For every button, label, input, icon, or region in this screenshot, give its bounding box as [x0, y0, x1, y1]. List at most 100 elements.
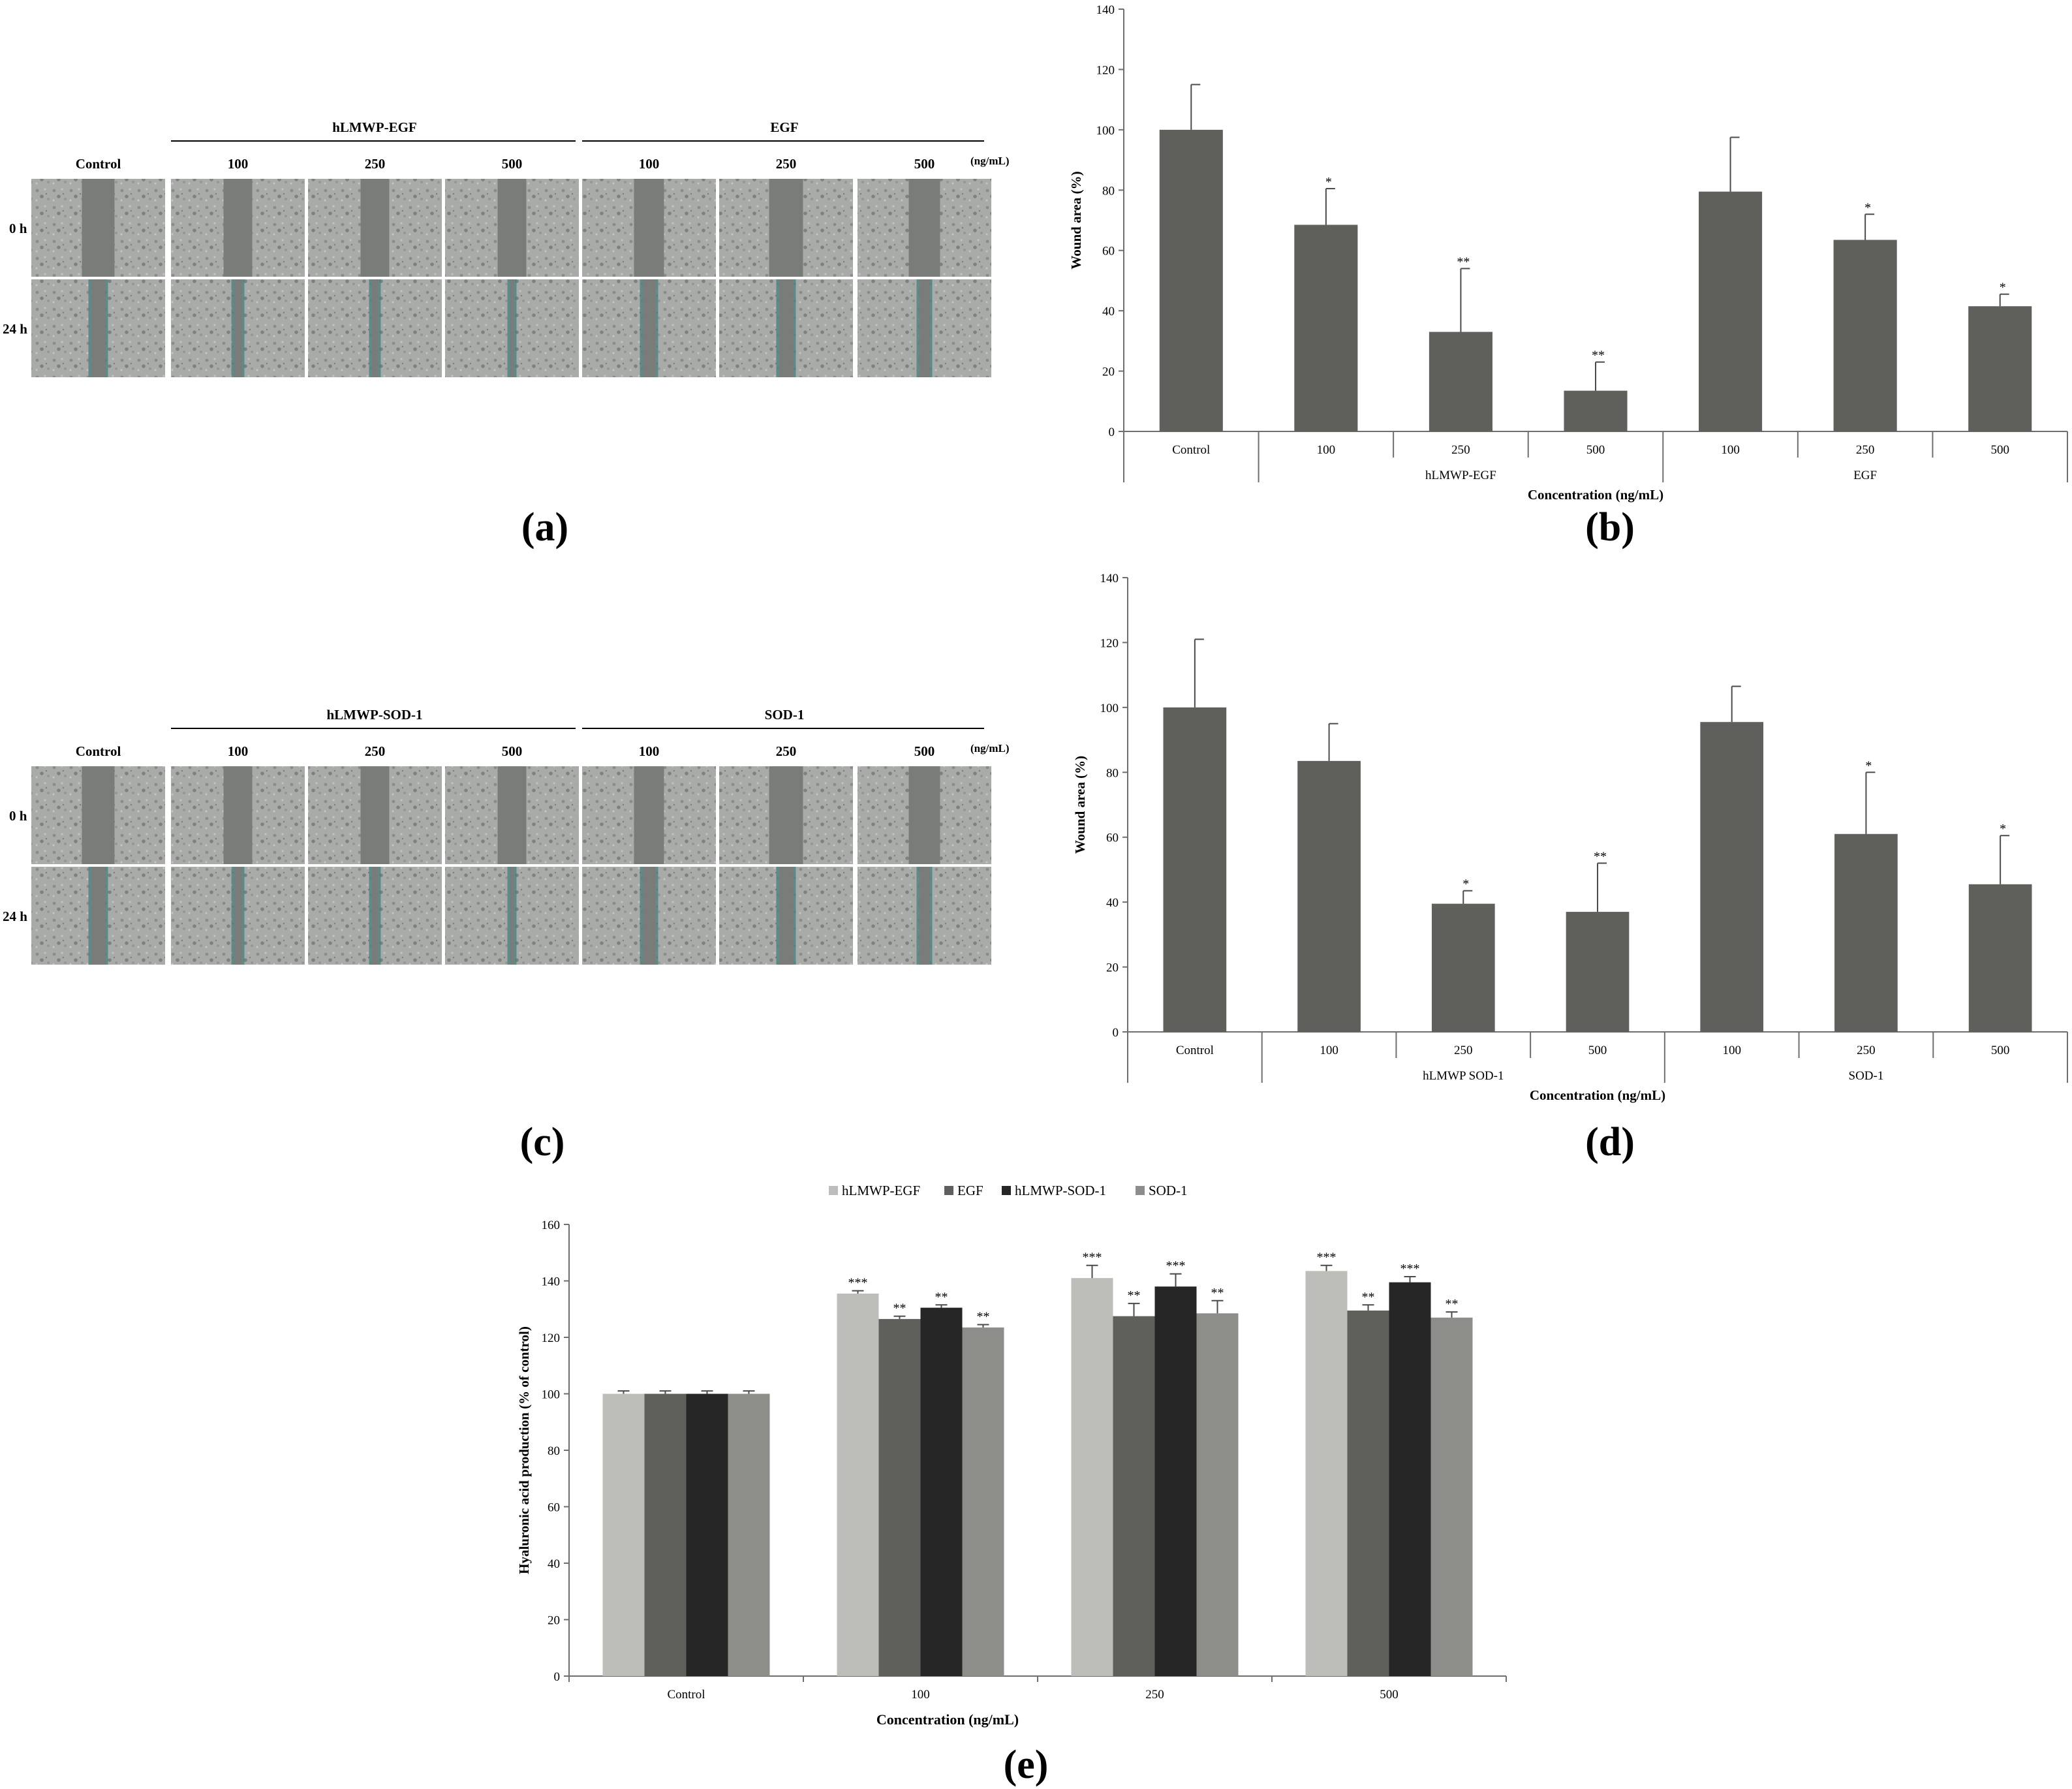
x-tick-label: Control — [1172, 443, 1210, 457]
y-tick-label: 80 — [1102, 184, 1115, 198]
legend-swatch — [944, 1186, 953, 1195]
x-tick-label: 250 — [1856, 443, 1875, 457]
bar-hlmwp-egf — [1071, 1278, 1113, 1676]
row-label-24h: 24 h — [3, 909, 27, 924]
scratch-gap-0h — [769, 179, 803, 277]
y-tick-label: 80 — [1106, 766, 1119, 780]
significance-label: ** — [1446, 1297, 1459, 1311]
scratch-gap-24h — [919, 867, 930, 965]
x-axis-label: Concentration (ng/mL) — [1528, 487, 1663, 503]
row-label-0h: 0 h — [9, 221, 27, 236]
y-tick-label: 40 — [1102, 305, 1115, 319]
column-header: 100 — [639, 743, 660, 759]
stain-edge-right — [793, 279, 796, 377]
bar — [1699, 191, 1763, 431]
legend-label: SOD-1 — [1149, 1183, 1188, 1198]
scratch-gap-0h — [82, 179, 115, 277]
x-tick-label: 250 — [1454, 1044, 1473, 1057]
column-header: 500 — [502, 156, 523, 172]
bar-hlmwp-sod-1 — [686, 1393, 728, 1676]
x-tick-label: 500 — [1586, 443, 1605, 457]
scratch-gap-24h — [779, 279, 794, 377]
stain-edge-right — [929, 279, 933, 377]
significance-label: ** — [1457, 255, 1470, 269]
scratch-gap-24h — [779, 867, 794, 965]
column-header: 250 — [776, 743, 797, 759]
stain-edge-left — [640, 867, 643, 965]
bar — [1564, 390, 1628, 431]
stain-edge-left — [640, 279, 643, 377]
x-tick-label: 100 — [1320, 1044, 1338, 1057]
bar — [1700, 722, 1764, 1032]
chart-d-wound-area: 0 20 40 60 80 100 120 140 Wound area (%) Control 1… — [1072, 572, 2068, 1103]
y-tick-label: 40 — [1106, 896, 1119, 910]
stain-edge-left — [231, 867, 234, 965]
x-tick-label: 500 — [1380, 1688, 1399, 1702]
stain-edge-left — [231, 279, 234, 377]
stain-edge-right — [241, 279, 245, 377]
x-tick-label: 100 — [1722, 1044, 1741, 1057]
unit-label: (ng/mL) — [970, 742, 1010, 754]
stain-edge-right — [105, 279, 108, 377]
y-tick-label: 20 — [1106, 961, 1119, 975]
y-tick-label: 40 — [548, 1557, 560, 1571]
row-label-24h: 24 h — [3, 321, 27, 337]
bar-hlmwp-sod-1 — [1389, 1282, 1431, 1676]
y-tick-label: 120 — [1100, 636, 1119, 650]
significance-label: ** — [977, 1310, 990, 1324]
group-header: EGF — [770, 119, 798, 135]
stain-edge-right — [241, 867, 245, 965]
bar-egf — [644, 1393, 687, 1676]
significance-label: *** — [848, 1276, 868, 1290]
group-label: hLMWP-EGF — [1425, 469, 1496, 482]
x-tick-label: 500 — [1588, 1044, 1607, 1057]
significance-label: ** — [1594, 849, 1607, 863]
legend-label: hLMWP-EGF — [842, 1183, 920, 1198]
y-tick-label: 80 — [548, 1444, 560, 1458]
x-tick-label: Control — [1176, 1044, 1214, 1057]
y-tick-label: 0 — [554, 1670, 561, 1684]
column-header: 500 — [914, 743, 935, 759]
figure-label-b: (b) — [1585, 505, 1635, 550]
y-tick-label: 100 — [1096, 124, 1115, 138]
figure-label-d: (d) — [1585, 1120, 1635, 1164]
figure-label-a: (a) — [521, 505, 568, 550]
bar-hlmwp-egf — [602, 1393, 645, 1676]
significance-label: *** — [1166, 1259, 1186, 1273]
significance-label: *** — [1317, 1251, 1337, 1265]
y-tick-label: 140 — [542, 1275, 561, 1289]
bar — [1429, 332, 1492, 431]
bar-hlmwp-egf — [1305, 1271, 1348, 1676]
stain-edge-left — [507, 867, 510, 965]
figure-label-e: (e) — [1004, 1743, 1049, 1787]
stain-edge-left — [369, 867, 372, 965]
scratch-gap-0h — [908, 766, 940, 864]
y-tick-label: 0 — [1113, 1026, 1119, 1040]
group-label: EGF — [1853, 469, 1877, 482]
x-tick-label: 500 — [1991, 1044, 2010, 1057]
bar — [1294, 225, 1358, 431]
bar-egf — [1347, 1310, 1389, 1676]
bar-sod-1 — [1430, 1317, 1473, 1676]
stain-edge-right — [655, 867, 658, 965]
y-tick-label: 140 — [1096, 3, 1115, 17]
bar-sod-1 — [1196, 1313, 1239, 1676]
bar — [1566, 912, 1630, 1032]
x-tick-label: Control — [667, 1688, 705, 1702]
bar — [1968, 884, 2032, 1032]
y-tick-label: 20 — [548, 1614, 560, 1628]
row-label-0h: 0 h — [9, 808, 27, 824]
column-header: 250 — [365, 743, 386, 759]
x-tick-label: 100 — [1317, 443, 1336, 457]
scratch-gap-0h — [360, 179, 390, 277]
column-header: 500 — [502, 743, 523, 759]
column-header: 250 — [365, 156, 386, 172]
stain-edge-right — [514, 867, 517, 965]
stain-edge-right — [378, 279, 381, 377]
bar — [1431, 903, 1495, 1032]
bar — [1968, 306, 2032, 431]
bar — [1834, 833, 1898, 1032]
significance-label: ** — [893, 1301, 906, 1316]
y-tick-label: 60 — [1102, 245, 1115, 258]
